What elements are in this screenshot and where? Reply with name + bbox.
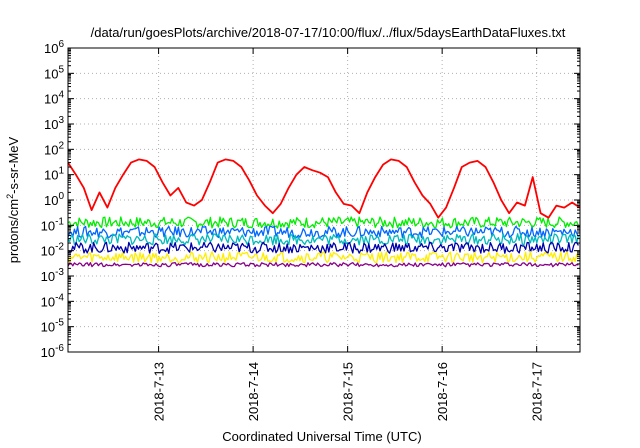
x-axis-label: Coordinated Universal Time (UTC) xyxy=(222,429,421,444)
y-tick-label: 106 xyxy=(44,39,64,56)
y-tick-label: 10-2 xyxy=(41,242,65,259)
x-tick-label: 2018-7-16 xyxy=(435,362,450,421)
x-tick-label: 2018-7-15 xyxy=(341,362,356,421)
series-line xyxy=(67,216,580,229)
y-axis: 10-6 10-5 10-4 10-3 10-2 10-1 100 101 102 103 104 1… xyxy=(41,39,580,360)
y-tick-label: 10-5 xyxy=(41,318,65,335)
series-line xyxy=(67,262,579,268)
chart-title: /data/run/goesPlots/archive/2018-07-17/1… xyxy=(91,25,566,40)
y-tick-label: 10-6 xyxy=(41,343,65,360)
y-tick-label: 105 xyxy=(44,64,64,81)
y-tick-label: 100 xyxy=(44,191,64,208)
y-tick-label: 10-3 xyxy=(41,267,65,284)
y-tick-label: 103 xyxy=(44,115,64,132)
series-line xyxy=(67,158,581,219)
series-line xyxy=(67,241,579,254)
x-axis: 2018-7-13 2018-7-14 2018-7-15 2018-7-16 2018… xyxy=(152,48,545,421)
y-tick-label: 10-4 xyxy=(41,292,65,309)
y-tick-label: 102 xyxy=(44,140,64,157)
x-tick-label: 2018-7-13 xyxy=(152,362,167,421)
series-line xyxy=(67,225,579,239)
y-tick-label: 101 xyxy=(44,166,64,183)
grid xyxy=(68,48,580,352)
y-axis-label-sup: 2 xyxy=(5,194,15,199)
series-layer xyxy=(67,158,581,268)
y-tick-label: 104 xyxy=(44,90,64,107)
x-tick-label: 2018-7-14 xyxy=(246,362,261,421)
x-tick-label: 2018-7-17 xyxy=(530,362,545,421)
y-axis-label-tail: -s-sr-MeV xyxy=(6,136,21,193)
series-line xyxy=(67,251,579,264)
y-axis-label-main: protons/cm xyxy=(6,199,21,263)
y-tick-label: 10-1 xyxy=(41,216,65,233)
series-line xyxy=(67,233,580,246)
y-axis-label: protons/cm2-s-sr-MeV xyxy=(5,136,21,263)
